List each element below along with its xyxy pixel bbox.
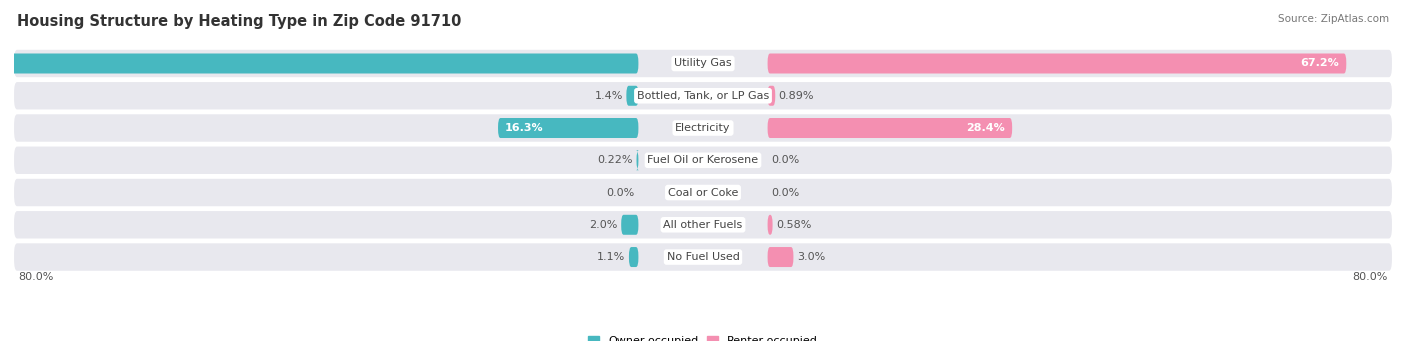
FancyBboxPatch shape: [0, 54, 638, 74]
Text: 16.3%: 16.3%: [505, 123, 544, 133]
Text: 1.1%: 1.1%: [598, 252, 626, 262]
Text: Electricity: Electricity: [675, 123, 731, 133]
FancyBboxPatch shape: [626, 86, 638, 106]
Text: 80.0%: 80.0%: [18, 272, 53, 282]
Text: 28.4%: 28.4%: [966, 123, 1005, 133]
Text: Bottled, Tank, or LP Gas: Bottled, Tank, or LP Gas: [637, 91, 769, 101]
FancyBboxPatch shape: [628, 247, 638, 267]
Text: 67.2%: 67.2%: [1301, 59, 1340, 69]
FancyBboxPatch shape: [768, 86, 775, 106]
Text: 79.0%: 79.0%: [0, 59, 4, 69]
FancyBboxPatch shape: [621, 215, 638, 235]
FancyBboxPatch shape: [14, 179, 1392, 206]
Text: Housing Structure by Heating Type in Zip Code 91710: Housing Structure by Heating Type in Zip…: [17, 14, 461, 29]
Text: No Fuel Used: No Fuel Used: [666, 252, 740, 262]
Text: 80.0%: 80.0%: [1353, 272, 1388, 282]
FancyBboxPatch shape: [498, 118, 638, 138]
FancyBboxPatch shape: [768, 54, 1347, 74]
Text: 0.22%: 0.22%: [598, 155, 633, 165]
Text: 0.0%: 0.0%: [607, 188, 636, 197]
Text: 2.0%: 2.0%: [589, 220, 617, 230]
FancyBboxPatch shape: [14, 114, 1392, 142]
Legend: Owner-occupied, Renter-occupied: Owner-occupied, Renter-occupied: [583, 331, 823, 341]
Text: 1.4%: 1.4%: [595, 91, 623, 101]
Text: Source: ZipAtlas.com: Source: ZipAtlas.com: [1278, 14, 1389, 24]
Text: 0.0%: 0.0%: [770, 188, 799, 197]
FancyBboxPatch shape: [14, 50, 1392, 77]
Text: 0.58%: 0.58%: [776, 220, 811, 230]
Text: Coal or Coke: Coal or Coke: [668, 188, 738, 197]
FancyBboxPatch shape: [14, 211, 1392, 238]
FancyBboxPatch shape: [768, 247, 793, 267]
FancyBboxPatch shape: [768, 118, 1012, 138]
Text: 3.0%: 3.0%: [797, 252, 825, 262]
FancyBboxPatch shape: [14, 82, 1392, 109]
FancyBboxPatch shape: [636, 150, 638, 170]
FancyBboxPatch shape: [768, 215, 772, 235]
FancyBboxPatch shape: [14, 147, 1392, 174]
Text: Utility Gas: Utility Gas: [675, 59, 731, 69]
Text: 0.89%: 0.89%: [779, 91, 814, 101]
FancyBboxPatch shape: [14, 243, 1392, 271]
Text: All other Fuels: All other Fuels: [664, 220, 742, 230]
Text: 0.0%: 0.0%: [770, 155, 799, 165]
Text: Fuel Oil or Kerosene: Fuel Oil or Kerosene: [647, 155, 759, 165]
